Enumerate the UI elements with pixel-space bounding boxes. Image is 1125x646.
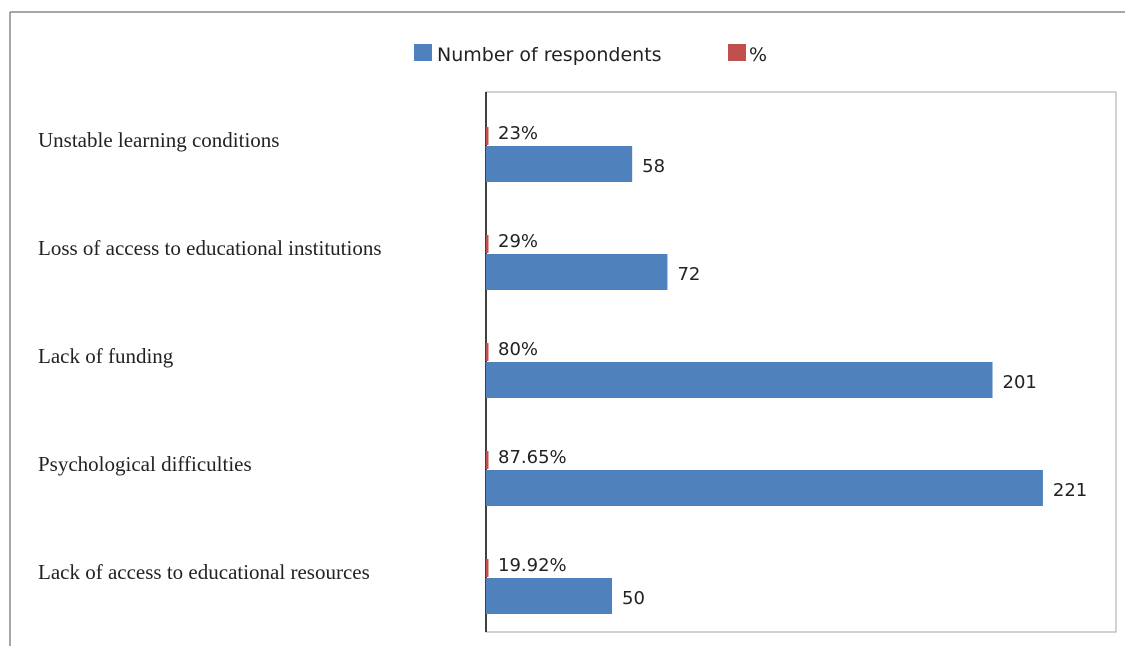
bar-respondents (486, 146, 633, 182)
bars-layer (486, 127, 1043, 614)
category-label: Loss of access to educational institutio… (38, 236, 382, 260)
bar-respondents (486, 362, 993, 398)
legend: Number of respondents % (414, 44, 767, 66)
bar-respondents (486, 578, 612, 614)
legend-swatch-percent (728, 44, 746, 61)
category-label: Lack of access to educational resources (38, 560, 370, 584)
bar-percent (486, 559, 489, 577)
category-label: Unstable learning conditions (38, 128, 279, 152)
bar-percent (486, 343, 489, 361)
labels-layer: Unstable learning conditions 23% 58 Loss of… (38, 123, 1087, 609)
bar-percent (486, 127, 489, 145)
data-label-respondents: 58 (642, 156, 665, 177)
bar-respondents (486, 470, 1043, 506)
legend-swatch-respondents (414, 44, 432, 61)
data-label-percent: 19.92% (498, 555, 567, 576)
legend-label-respondents: Number of respondents (437, 44, 662, 66)
data-label-respondents: 221 (1053, 480, 1087, 501)
data-label-respondents: 201 (1003, 372, 1037, 393)
data-label-percent: 29% (498, 231, 538, 252)
data-label-percent: 23% (498, 123, 538, 144)
bar-percent (486, 451, 489, 469)
category-label: Lack of funding (38, 344, 174, 368)
bar-respondents (486, 254, 668, 290)
legend-label-percent: % (749, 44, 767, 66)
bar-percent (486, 235, 489, 253)
data-label-respondents: 72 (677, 264, 700, 285)
data-label-respondents: 50 (622, 588, 645, 609)
category-label: Psychological difficulties (38, 452, 252, 476)
data-label-percent: 80% (498, 339, 538, 360)
data-label-percent: 87.65% (498, 447, 567, 468)
